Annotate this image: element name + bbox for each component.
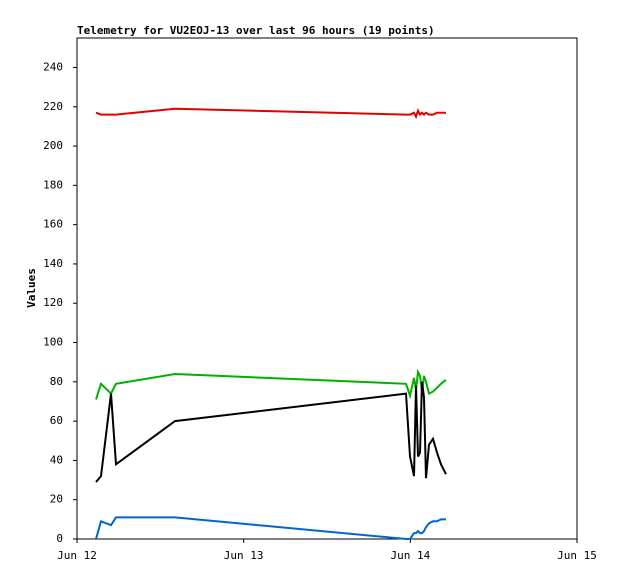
y-tick-label: 120	[43, 296, 63, 309]
y-tick-label: 140	[43, 257, 63, 270]
series-line	[95, 516, 446, 540]
series-line	[95, 381, 447, 483]
y-tick-label: 240	[43, 60, 63, 73]
series-line	[95, 107, 446, 120]
x-tick-label: Jun 14	[390, 549, 430, 562]
chart-title: Telemetry for VU2EOJ-13 over last 96 hou…	[77, 24, 435, 37]
x-tick-label: Jun 13	[224, 549, 264, 562]
y-axis-label: Values	[25, 268, 38, 308]
y-tick-label: 20	[50, 493, 63, 506]
y-tick-label: 200	[43, 139, 63, 152]
series-line	[95, 368, 447, 400]
y-tick-label: 160	[43, 218, 63, 231]
y-tick-label: 180	[43, 178, 63, 191]
y-tick-label: 100	[43, 336, 63, 349]
y-tick-label: 0	[56, 532, 63, 545]
y-tick-label: 220	[43, 100, 63, 113]
x-tick-label: Jun 12	[57, 549, 97, 562]
y-tick-label: 80	[50, 375, 63, 388]
y-tick-label: 60	[50, 414, 63, 427]
y-tick-label: 40	[50, 453, 63, 466]
plot-frame	[76, 37, 578, 540]
x-tick-label: Jun 15	[557, 549, 597, 562]
